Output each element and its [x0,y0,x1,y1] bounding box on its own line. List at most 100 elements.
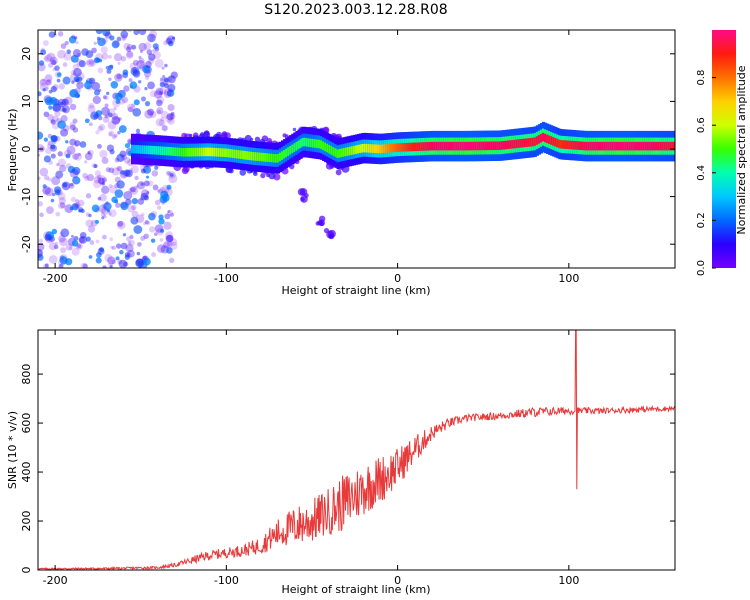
heatmap-ridge-cell [521,138,525,148]
heatmap-noise-cell [161,125,168,132]
heatmap-noise-cell [94,170,101,177]
heatmap-noise-cell [50,144,56,150]
heatmap-noise-cell [140,192,149,201]
heatmap-noise-cell [76,81,84,89]
heatmap-ridge-cell [313,139,318,148]
heatmap-ridge-cell [412,142,416,152]
heatmap-noise-cell [136,251,141,256]
heatmap-ridge-cell [673,141,675,151]
heatmap-noise-cell [144,220,149,225]
heatmap-ridge-cell [188,147,192,157]
heatmap-noise-cell [65,153,71,159]
heatmap-noise-cell [97,115,103,121]
heatmap-noise-cell [152,51,161,60]
heatmap-noise-cell [109,149,115,155]
heatmap-ridge-cell [622,141,626,151]
heatmap-ridge-cell [609,141,613,151]
heatmap-ridge-cell [172,147,176,156]
heatmap-noise-cell [86,84,93,91]
heatmap-ridge-cell [465,141,470,151]
heatmap-noise-cell [169,241,178,250]
heatmap-ridge-cell [583,141,587,151]
colorbar-tick-label: 0.4 [696,165,707,181]
heatmap-noise-cell [50,86,57,93]
heatmap-ridge-cell [527,138,531,147]
heatmap-noise-cell [84,160,88,164]
heatmap-noise-cell [130,186,136,193]
heatmap-noise-cell [156,107,164,115]
heatmap-noise-cell [130,165,139,174]
heatmap-ridge-cell [192,147,196,157]
heatmap-ridge-cell [272,153,276,163]
heatmap-ridge-cell [178,147,182,157]
heatmap-noise-cell [42,88,46,92]
heatmap-ridge-cell [613,141,618,151]
heatmap-noise-cell [165,234,174,243]
heatmap-noise-cell [58,235,66,243]
heatmap-ridge-cell [576,141,581,150]
heatmap-ridge-cell [531,137,535,147]
heatmap-ridge-cell [548,135,552,144]
heatmap-noise-cell [120,55,127,62]
heatmap-noise-cell [102,265,107,268]
heatmap-noise-cell [74,143,79,148]
heatmap-noise-cell [127,205,135,213]
heatmap-noise-cell [166,241,173,248]
heatmap-noise-cell [138,57,145,64]
heatmap-ridge-cell [357,144,361,154]
heatmap-noise-cell [95,239,100,244]
heatmap-noise-cell [91,81,101,91]
heatmap-ridge-cell [381,144,385,154]
heatmap-noise-cell [75,41,79,45]
heatmap-noise-cell [38,91,42,97]
heatmap-ridge-cell [256,152,260,161]
heatmap-noise-cell [158,119,166,127]
colorbar: 0.0 0.2 0.4 0.6 0.8 Normalized spectral ampl… [696,30,748,276]
heatmap-ridge-cell [137,145,141,154]
heatmap-ridge-cell [342,148,346,157]
heatmap-noise-cell [56,72,62,77]
heatmap-noise-cell [43,137,49,142]
snr-xtick-label: -200 [43,574,68,587]
heatmap-noise-cell [59,202,66,209]
heatmap-noise-cell [89,60,96,67]
heatmap-ridge-cell [599,141,603,151]
heatmap-ridge-cell [578,141,583,150]
heatmap-scatter-cell [192,132,199,138]
heatmap-noise-cell [163,221,172,230]
heatmap-noise-cell [150,238,156,243]
heatmap-noise-cell [149,37,154,42]
heatmap-noise-cell [49,144,57,152]
heatmap-noise-cell [39,82,49,92]
heatmap-ridge-cell [254,152,258,161]
heatmap-noise-cell [144,101,151,107]
heatmap-noise-cell [59,256,68,265]
heatmap-noise-cell [123,261,129,267]
heatmap-noise-cell [88,102,95,109]
heatmap-noise-cell [133,99,140,106]
heatmap-noise-cell [80,262,88,268]
heatmap-noise-cell [119,170,125,175]
heatmap-noise-cell [116,36,122,42]
heatmap-noise-cell [57,31,64,37]
heatmap-noise-cell [68,246,73,250]
heatmap-noise-cell [39,212,44,218]
heatmap-noise-cell [100,181,105,186]
heatmap-noise-cell [96,174,102,180]
heatmap-noise-cell [170,111,175,116]
heatmap-noise-cell [72,63,79,70]
heatmap-noise-cell [94,207,100,213]
heatmap-noise-cell [97,125,104,132]
heatmap-noise-cell [109,265,113,268]
heatmap-noise-cell [63,149,72,158]
heatmap-noise-cell [42,264,50,268]
heatmap-noise-cell [72,127,79,133]
colorbar-gradient [712,30,736,268]
heatmap-noise-cell [48,105,53,110]
heatmap-noise-cell [111,40,120,49]
heatmap-noise-cell [38,249,43,256]
heatmap-noise-cell [61,98,69,106]
heatmap-scatter-cell [250,137,254,141]
heatmap-noise-cell [103,202,112,211]
